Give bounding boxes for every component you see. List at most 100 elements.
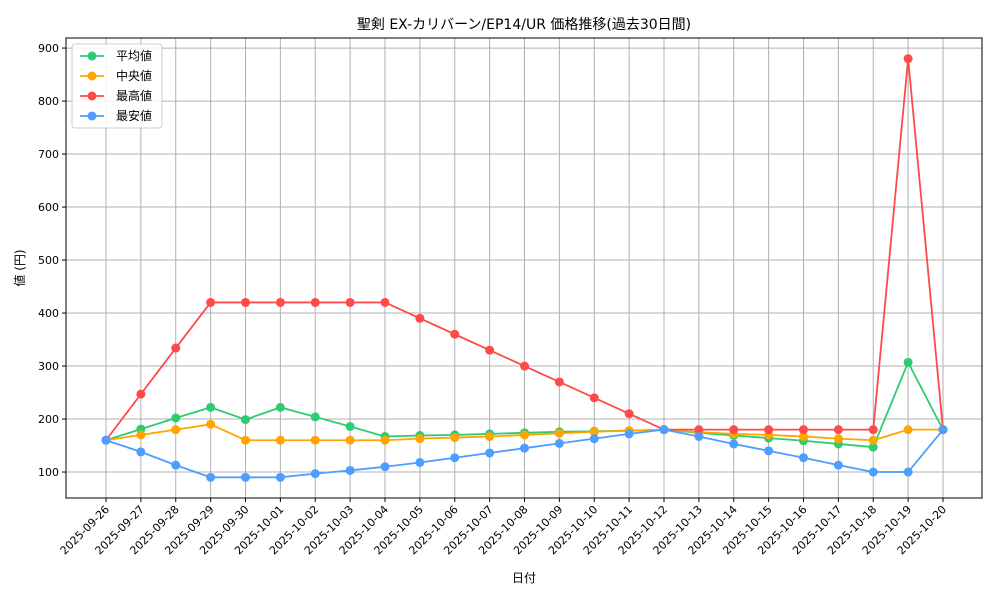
data-point <box>589 393 599 403</box>
y-tick-label: 800 <box>38 95 59 108</box>
plot-frame <box>65 37 983 499</box>
legend-label: 最高値 <box>116 88 152 103</box>
y-tick-label: 300 <box>38 360 59 373</box>
data-point <box>241 415 250 425</box>
legend-marker <box>87 91 97 101</box>
data-point <box>171 343 181 353</box>
series-2 <box>101 54 948 445</box>
y-tick-label: 500 <box>38 254 59 267</box>
data-point <box>868 467 878 477</box>
data-point <box>694 425 704 435</box>
data-point <box>310 412 320 422</box>
data-point <box>380 297 390 307</box>
data-point <box>485 448 495 458</box>
data-point <box>415 457 425 467</box>
data-point <box>554 428 564 438</box>
data-point <box>833 425 843 435</box>
data-point <box>659 425 669 435</box>
data-point <box>310 469 320 479</box>
y-tick-label: 200 <box>38 413 59 426</box>
y-tick-label: 900 <box>38 42 59 55</box>
data-point <box>868 435 878 445</box>
legend-marker <box>87 111 97 121</box>
data-point <box>729 425 739 435</box>
data-point <box>589 434 599 444</box>
data-point <box>171 460 181 470</box>
y-tick-label: 600 <box>38 201 59 214</box>
series-3 <box>101 425 948 482</box>
y-tick-label: 400 <box>38 307 59 320</box>
data-point <box>345 421 355 431</box>
data-point <box>275 402 285 412</box>
data-point <box>206 402 216 412</box>
data-point <box>799 425 808 435</box>
data-point <box>101 435 111 445</box>
y-tick-label: 700 <box>38 148 59 161</box>
data-point <box>764 425 774 435</box>
data-point <box>450 329 460 339</box>
data-point <box>241 297 250 307</box>
data-point <box>903 357 913 367</box>
data-point <box>275 472 285 482</box>
data-point <box>136 389 146 399</box>
data-point <box>520 430 529 440</box>
data-point <box>729 439 739 449</box>
data-point <box>903 54 913 64</box>
chart-title: 聖剣 EX-カリバーン/EP14/UR 価格推移(過去30日間) <box>357 17 691 33</box>
y-axis-label: 値 (円) <box>12 249 27 286</box>
data-point <box>450 433 460 443</box>
data-point <box>903 467 913 477</box>
x-axis: 2025-09-262025-09-272025-09-282025-09-29… <box>58 498 949 557</box>
data-point <box>450 453 460 463</box>
legend-label: 最安値 <box>116 108 152 123</box>
data-point <box>345 435 355 445</box>
data-point <box>206 419 216 429</box>
data-point <box>206 297 216 307</box>
data-point <box>868 442 878 452</box>
data-point <box>868 425 878 435</box>
legend-label: 平均値 <box>116 48 152 63</box>
data-point <box>554 438 564 448</box>
data-point <box>485 432 495 442</box>
data-point <box>171 413 181 423</box>
data-point <box>764 446 774 456</box>
data-point <box>171 425 181 435</box>
data-point <box>275 297 285 307</box>
data-point <box>206 472 216 482</box>
data-point <box>345 465 355 475</box>
data-point <box>310 435 320 445</box>
data-point <box>624 429 634 439</box>
series-layer <box>101 54 948 482</box>
data-point <box>241 435 250 445</box>
legend-label: 中央値 <box>116 68 152 83</box>
data-point <box>589 427 599 437</box>
data-point <box>310 297 320 307</box>
data-point <box>485 345 495 355</box>
data-point <box>554 377 564 387</box>
data-point <box>694 432 704 442</box>
data-point <box>799 432 808 442</box>
data-point <box>275 435 285 445</box>
data-point <box>136 447 146 457</box>
y-tick-label: 100 <box>38 466 59 479</box>
data-point <box>624 409 634 419</box>
legend-marker <box>87 51 97 61</box>
data-point <box>415 434 425 444</box>
data-point <box>380 462 390 472</box>
data-point <box>136 430 146 440</box>
legend-box <box>71 43 163 129</box>
data-point <box>938 425 948 435</box>
data-point <box>520 361 529 371</box>
data-point <box>799 453 808 463</box>
data-point <box>903 425 913 435</box>
data-point <box>833 460 843 470</box>
x-axis-label: 日付 <box>512 571 536 585</box>
legend-marker <box>87 71 97 81</box>
data-point <box>380 435 390 445</box>
data-point <box>415 313 425 323</box>
data-point <box>833 434 843 444</box>
data-point <box>345 297 355 307</box>
data-point <box>241 472 250 482</box>
